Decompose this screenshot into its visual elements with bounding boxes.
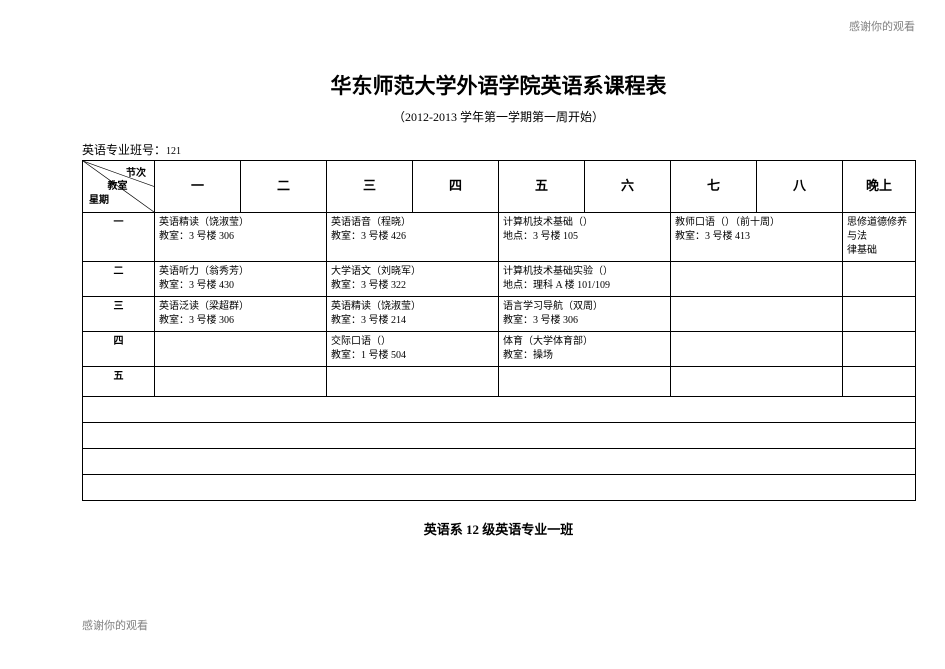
- empty-cell: [843, 332, 916, 367]
- course-room: 教室：1 号楼 504: [331, 349, 494, 363]
- course-room: 教室：操场: [503, 349, 666, 363]
- period-header: 二: [241, 161, 327, 213]
- period-header: 八: [757, 161, 843, 213]
- period-header: 三: [327, 161, 413, 213]
- schedule-table: 节次 教室 星期 一 二 三 四 五 六 七 八 晚上 一 英语精读（饶淑莹） …: [82, 160, 916, 501]
- empty-cell: [83, 397, 916, 423]
- course-title: 语言学习导航（双周）: [503, 300, 666, 314]
- page-subtitle: （2012-2013 学年第一学期第一周开始）: [82, 108, 915, 125]
- footer-class: 英语系 12 级英语专业一班: [82, 519, 915, 538]
- course-room: 教室：3 号楼 413: [675, 230, 838, 244]
- course-cell: 英语精读（饶淑莹） 教室：3 号楼 306: [155, 213, 327, 262]
- period-header: 七: [671, 161, 757, 213]
- table-row: 五: [83, 367, 916, 397]
- empty-cell: [671, 297, 843, 332]
- empty-cell: [499, 367, 671, 397]
- course-cell: 体育（大学体育部） 教室：操场: [499, 332, 671, 367]
- course-room: 教室：3 号楼 306: [159, 230, 322, 244]
- empty-cell: [671, 332, 843, 367]
- table-row: 一 英语精读（饶淑莹） 教室：3 号楼 306 英语语音（程晓） 教室：3 号楼…: [83, 213, 916, 262]
- course-cell: 大学语文（刘晓军） 教室：3 号楼 322: [327, 262, 499, 297]
- empty-cell: [843, 367, 916, 397]
- empty-cell: [843, 262, 916, 297]
- empty-cell: [155, 367, 327, 397]
- course-room: 教室：3 号楼 426: [331, 230, 494, 244]
- empty-cell: [671, 262, 843, 297]
- course-title: 体育（大学体育部）: [503, 335, 666, 349]
- day-label: 四: [83, 332, 155, 367]
- page-title: 华东师范大学外语学院英语系课程表: [82, 70, 915, 100]
- diagonal-header: 节次 教室 星期: [83, 161, 155, 213]
- course-cell: 英语精读（饶淑莹） 教室：3 号楼 214: [327, 297, 499, 332]
- class-prefix: 英语专业班号：: [82, 143, 166, 157]
- course-cell: 英语语音（程晓） 教室：3 号楼 426: [327, 213, 499, 262]
- course-title: 律基础: [847, 244, 911, 258]
- course-title: 计算机技术基础实验（）: [503, 265, 666, 279]
- course-cell: 交际口语（） 教室：1 号楼 504: [327, 332, 499, 367]
- course-title: 教师口语（）（前十周）: [675, 216, 838, 230]
- empty-cell: [327, 367, 499, 397]
- course-room: 教室：3 号楼 306: [159, 314, 322, 328]
- empty-cell: [83, 449, 916, 475]
- diag-label-jieci: 节次: [126, 167, 146, 181]
- course-room: 教室：3 号楼 322: [331, 279, 494, 293]
- table-row: 四 交际口语（） 教室：1 号楼 504 体育（大学体育部） 教室：操场: [83, 332, 916, 367]
- watermark-bottom: 感谢你的观看: [82, 617, 148, 633]
- course-title: 英语语音（程晓）: [331, 216, 494, 230]
- course-cell: 教师口语（）（前十周） 教室：3 号楼 413: [671, 213, 843, 262]
- watermark-top: 感谢你的观看: [849, 18, 915, 34]
- course-cell: 计算机技术基础实验（） 地点：理科 A 楼 101/109: [499, 262, 671, 297]
- course-room: 教室：3 号楼 430: [159, 279, 322, 293]
- course-title: 英语泛读（梁超群）: [159, 300, 322, 314]
- day-label: 五: [83, 367, 155, 397]
- diag-label-jiaoshi: 教室: [108, 180, 128, 194]
- day-label: 三: [83, 297, 155, 332]
- course-cell: 语言学习导航（双周） 教室：3 号楼 306: [499, 297, 671, 332]
- table-row: [83, 397, 916, 423]
- empty-cell: [671, 367, 843, 397]
- class-line: 英语专业班号：121: [82, 141, 915, 158]
- course-title: 大学语文（刘晓军）: [331, 265, 494, 279]
- course-room: 地点：理科 A 楼 101/109: [503, 279, 666, 293]
- course-cell: 英语听力（翁秀芳） 教室：3 号楼 430: [155, 262, 327, 297]
- course-cell: 思修道德修养与法 律基础: [843, 213, 916, 262]
- course-title: 思修道德修养与法: [847, 216, 911, 244]
- course-room: 教室：3 号楼 214: [331, 314, 494, 328]
- course-title: 英语精读（饶淑莹）: [159, 216, 322, 230]
- day-label: 一: [83, 213, 155, 262]
- table-row: [83, 475, 916, 501]
- empty-cell: [83, 423, 916, 449]
- course-title: 交际口语（）: [331, 335, 494, 349]
- period-header: 四: [413, 161, 499, 213]
- course-title: 英语听力（翁秀芳）: [159, 265, 322, 279]
- empty-cell: [83, 475, 916, 501]
- table-row: [83, 449, 916, 475]
- table-row: 三 英语泛读（梁超群） 教室：3 号楼 306 英语精读（饶淑莹） 教室：3 号…: [83, 297, 916, 332]
- period-header: 晚上: [843, 161, 916, 213]
- class-no: 121: [166, 146, 181, 157]
- diag-label-xingqi: 星期: [89, 194, 109, 208]
- table-row: [83, 423, 916, 449]
- course-title: 计算机技术基础（）: [503, 216, 666, 230]
- course-cell: 英语泛读（梁超群） 教室：3 号楼 306: [155, 297, 327, 332]
- period-header: 六: [585, 161, 671, 213]
- page-content: 华东师范大学外语学院英语系课程表 （2012-2013 学年第一学期第一周开始）…: [0, 0, 945, 538]
- course-title: 英语精读（饶淑莹）: [331, 300, 494, 314]
- day-label: 二: [83, 262, 155, 297]
- table-row: 二 英语听力（翁秀芳） 教室：3 号楼 430 大学语文（刘晓军） 教室：3 号…: [83, 262, 916, 297]
- course-room: 地点：3 号楼 105: [503, 230, 666, 244]
- period-header: 一: [155, 161, 241, 213]
- course-room: 教室：3 号楼 306: [503, 314, 666, 328]
- empty-cell: [155, 332, 327, 367]
- period-header: 五: [499, 161, 585, 213]
- empty-cell: [843, 297, 916, 332]
- header-row: 节次 教室 星期 一 二 三 四 五 六 七 八 晚上: [83, 161, 916, 213]
- course-cell: 计算机技术基础（） 地点：3 号楼 105: [499, 213, 671, 262]
